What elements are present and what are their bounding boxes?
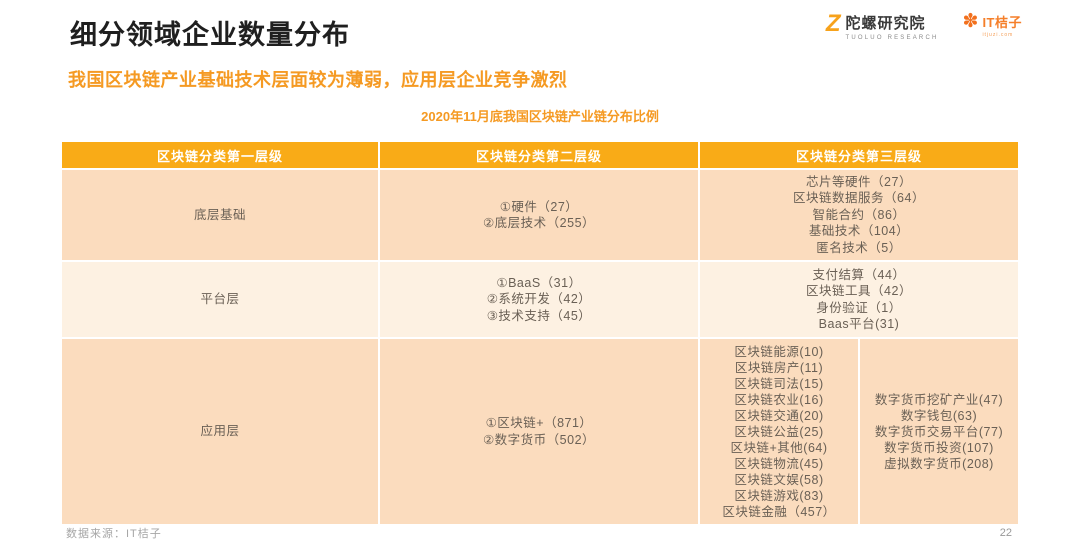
level2-item: ①区块链+（871） (485, 416, 593, 430)
level3-item: 区块链工具（42） (806, 284, 912, 298)
level3-item: 数字货币投资(107) (884, 440, 994, 455)
level3-item: 区块链游戏(83) (734, 488, 824, 503)
table-row2-level2-cell: ①BaaS（31） ②系统开发（42） ③技术支持（45） (380, 262, 698, 337)
level3-item: 支付结算（44） (812, 267, 906, 282)
tuoluo-logo-subtext: TUOLUO RESEARCH (845, 35, 939, 41)
table-row3-level1-cell: 应用层 (62, 339, 378, 524)
table-row1-level2-cell: ①硬件（27） ②底层技术（255） (380, 170, 698, 260)
level3-item: 区块链农业(16) (734, 392, 824, 407)
level2-item: ②系统开发（42） (486, 292, 592, 307)
table-row3-level3-cell: 区块链能源(10) 区块链房产(11) 区块链司法(15) 区块链农业(16) … (700, 339, 1018, 524)
table-title: 2020年11月底我国区块链产业链分布比例 (421, 109, 659, 124)
itjuzi-flower-icon: ✽ (962, 11, 979, 32)
page-number: 22 (999, 527, 1012, 539)
tuoluo-logo-name: 陀螺研究院 (845, 15, 926, 32)
level3-item: 区块链金融（457） (722, 504, 836, 519)
table-header-level2: 区块链分类第二层级 (380, 142, 698, 168)
level3-item: 芯片等硬件（27） (806, 174, 912, 189)
level2-item: ①硬件（27） (499, 199, 579, 214)
level3-item: 虚拟数字货币(208) (884, 456, 994, 471)
level3-item: 区块链公益(25) (734, 424, 824, 439)
page-title: 细分领域企业数量分布 (70, 20, 350, 50)
data-source-note: 数据来源：IT桔子 (66, 528, 162, 540)
level3-item: 区块链能源(10) (734, 344, 824, 359)
level2-item: ③技术支持（45） (486, 308, 592, 323)
level3-item: 区块链交通(20) (734, 408, 824, 423)
level2-item: ②底层技术（255） (482, 216, 596, 230)
table-header-level3: 区块链分类第三层级 (700, 142, 1018, 168)
tuoluo-research-logo: Z 陀螺研究院 TUOLUO RESEARCH (825, 10, 939, 42)
itjuzi-logo: ✽ IT桔子 itjuzi.com (962, 11, 1022, 39)
table-row3-level3-right-subcell: 数字货币挖矿产业(47) 数字钱包(63) 数字货币交易平台(77) 数字货币投… (860, 339, 1018, 524)
level3-item: 基础技术（104） (808, 224, 910, 239)
level2-item: ①BaaS（31） (496, 275, 582, 290)
slide-subtitle: 我国区块链产业基础技术层面较为薄弱，应用层企业竞争激烈 (68, 70, 568, 90)
logo-area: Z 陀螺研究院 TUOLUO RESEARCH ✽ IT桔子 itjuzi.co… (825, 10, 1022, 42)
itjuzi-logo-text: IT桔子 itjuzi.com (982, 12, 1022, 38)
level3-item: 区块链文娱(58) (734, 472, 824, 487)
table-row2-level3-cell: 支付结算（44） 区块链工具（42） 身份验证（1） Baas平台(31) (700, 262, 1018, 337)
level3-item: 数字钱包(63) (900, 408, 978, 423)
level3-item: 区块链+其他(64) (730, 440, 828, 455)
level3-item: Baas平台(31) (818, 317, 900, 331)
level2-item: ②数字货币（502） (482, 432, 596, 447)
level3-item: 身份验证（1） (816, 300, 902, 315)
level3-item: 区块链数据服务（64） (793, 191, 925, 206)
level3-item: 匿名技术（5） (816, 240, 902, 255)
itjuzi-logo-name: IT桔子 (982, 15, 1022, 30)
table-row1-level3-cell: 芯片等硬件（27） 区块链数据服务（64） 智能合约（86） 基础技术（104）… (700, 170, 1018, 260)
level3-item: 区块链房产(11) (734, 360, 824, 375)
table-row3-level2-cell: ①区块链+（871） ②数字货币（502） (380, 339, 698, 524)
industry-table: 区块链分类第一层级 区块链分类第二层级 区块链分类第三层级 底层基础 ①硬件（2… (62, 142, 1018, 524)
level3-item: 区块链司法(15) (734, 376, 824, 391)
level3-item: 智能合约（86） (812, 207, 906, 222)
table-row2-level1-cell: 平台层 (62, 262, 378, 337)
level3-item: 区块链物流(45) (734, 456, 824, 471)
level3-item: 数字货币交易平台(77) (874, 424, 1004, 439)
itjuzi-logo-subtext: itjuzi.com (982, 32, 1014, 38)
level3-item: 数字货币挖矿产业(47) (874, 392, 1004, 407)
tuoluo-logo-text: 陀螺研究院 TUOLUO RESEARCH (846, 12, 939, 41)
table-row3-level3-left-subcell: 区块链能源(10) 区块链房产(11) 区块链司法(15) 区块链农业(16) … (700, 339, 858, 524)
table-row1-level1-cell: 底层基础 (62, 170, 378, 260)
table-header-level1: 区块链分类第一层级 (62, 142, 378, 168)
tuoluo-z-icon: Z (825, 10, 841, 37)
